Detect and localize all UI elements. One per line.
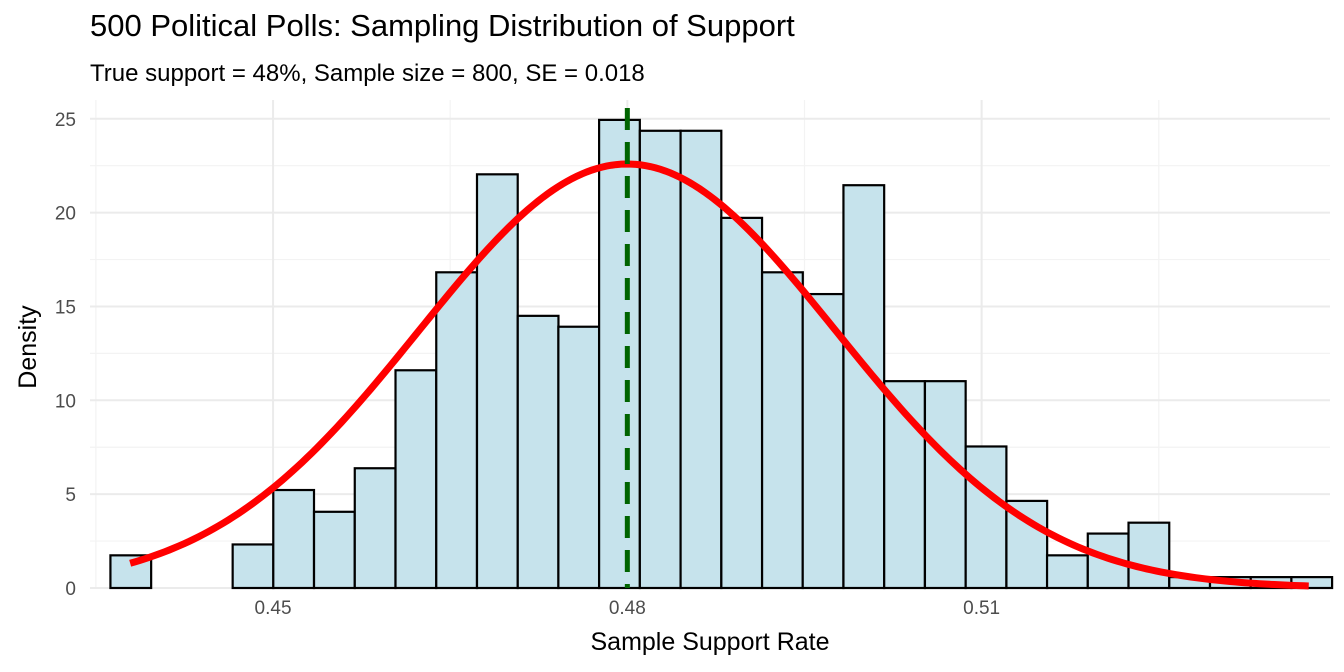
histogram-bar-16 xyxy=(720,216,764,590)
histogram-bar-7 xyxy=(353,467,397,590)
histogram-bars xyxy=(109,118,1334,590)
histogram-bar-13 xyxy=(598,118,641,590)
histogram-bar-14 xyxy=(638,129,682,590)
histogram-bar-24 xyxy=(1045,554,1089,590)
histogram-bar-17 xyxy=(760,271,804,590)
histogram-bar-21 xyxy=(923,380,967,590)
x-axis-title: Sample Support Rate xyxy=(590,628,829,656)
y-tick-label: 15 xyxy=(55,297,76,318)
y-tick-label: 5 xyxy=(65,485,76,506)
chart-subtitle: True support = 48%, Sample size = 800, S… xyxy=(90,60,645,87)
y-tick-label: 0 xyxy=(65,579,76,600)
histogram-bar-5 xyxy=(272,488,316,590)
histogram-bar-9 xyxy=(435,271,479,590)
x-tick-label: 0.45 xyxy=(255,598,292,619)
chart-title: 500 Political Polls: Sampling Distributi… xyxy=(90,8,795,43)
x-tick-label: 0.48 xyxy=(609,598,646,619)
x-tick-label: 0.51 xyxy=(963,598,1000,619)
y-tick-label: 20 xyxy=(55,204,76,225)
y-tick-label: 25 xyxy=(55,110,76,131)
histogram-bar-4 xyxy=(231,543,275,590)
histogram-bar-12 xyxy=(557,325,601,590)
y-axis-title: Density xyxy=(14,305,42,389)
tick-labels: 0 5 10 15 20 25 0.45 0.48 0.51 xyxy=(55,110,1000,619)
histogram-bar-18 xyxy=(801,292,845,590)
histogram-bar-15 xyxy=(679,129,723,590)
histogram-bar-11 xyxy=(516,314,560,590)
histogram-bar-22 xyxy=(964,445,1008,590)
histogram-bar-8 xyxy=(394,369,438,590)
overlay-layer xyxy=(129,108,1309,590)
y-tick-label: 10 xyxy=(55,391,76,412)
histogram-bar-6 xyxy=(312,510,356,590)
normal-density-curve xyxy=(129,160,1309,590)
histogram-bar-26 xyxy=(1127,521,1171,590)
